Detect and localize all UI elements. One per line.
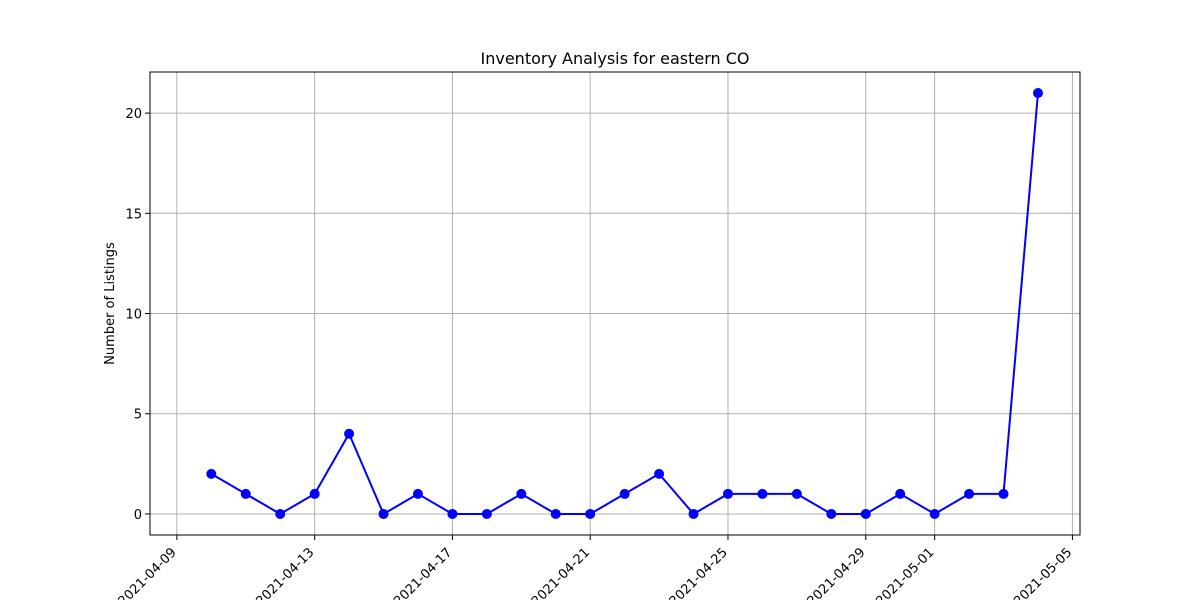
data-point	[860, 508, 871, 519]
data-point	[585, 508, 596, 519]
data-point	[550, 508, 561, 519]
axis-ticks: 0 5 10 15 20 2021-04-09 2021-04-13 2021-04-17 20…	[116, 107, 1076, 600]
x-tick-label: 2021-04-21	[529, 545, 593, 600]
data-point	[481, 508, 492, 519]
data-point	[929, 508, 940, 519]
data-point	[688, 508, 699, 519]
data-point	[516, 488, 527, 499]
data-point	[275, 508, 286, 519]
x-tick-label: 2021-04-13	[253, 545, 317, 600]
chart-title: Inventory Analysis for eastern CO	[481, 49, 750, 68]
data-point	[619, 488, 630, 499]
data-point	[791, 488, 802, 499]
y-tick-label: 20	[125, 107, 142, 122]
data-point	[240, 488, 251, 499]
data-point	[378, 508, 389, 519]
data-point	[757, 488, 768, 499]
data-point	[722, 488, 733, 499]
grid	[150, 72, 1080, 535]
series-line	[210, 92, 1039, 516]
data-point	[344, 428, 355, 439]
plot-frame	[149, 71, 1081, 536]
data-point	[998, 488, 1009, 499]
x-tick-label: 2021-05-01	[873, 545, 937, 600]
y-axis-label: Number of Listings	[103, 242, 118, 365]
data-point	[895, 488, 906, 499]
data-point	[412, 488, 423, 499]
data-point	[964, 488, 975, 499]
y-tick-label: 15	[125, 207, 142, 222]
y-tick-label: 10	[125, 308, 142, 323]
data-point	[447, 508, 458, 519]
x-tick-label: 2021-04-29	[805, 545, 869, 600]
data-point	[1032, 88, 1043, 99]
data-point	[654, 468, 665, 479]
y-tick-label: 0	[134, 508, 142, 523]
data-point	[206, 468, 217, 479]
data-point	[826, 508, 837, 519]
x-tick-label: 2021-04-17	[391, 545, 455, 600]
x-tick-label: 2021-04-25	[667, 545, 731, 600]
x-tick-label: 2021-04-09	[116, 545, 180, 600]
y-tick-label: 5	[134, 408, 142, 423]
data-point	[309, 488, 320, 499]
series-layer	[206, 88, 1043, 519]
x-tick-label: 2021-05-05	[1011, 545, 1075, 600]
